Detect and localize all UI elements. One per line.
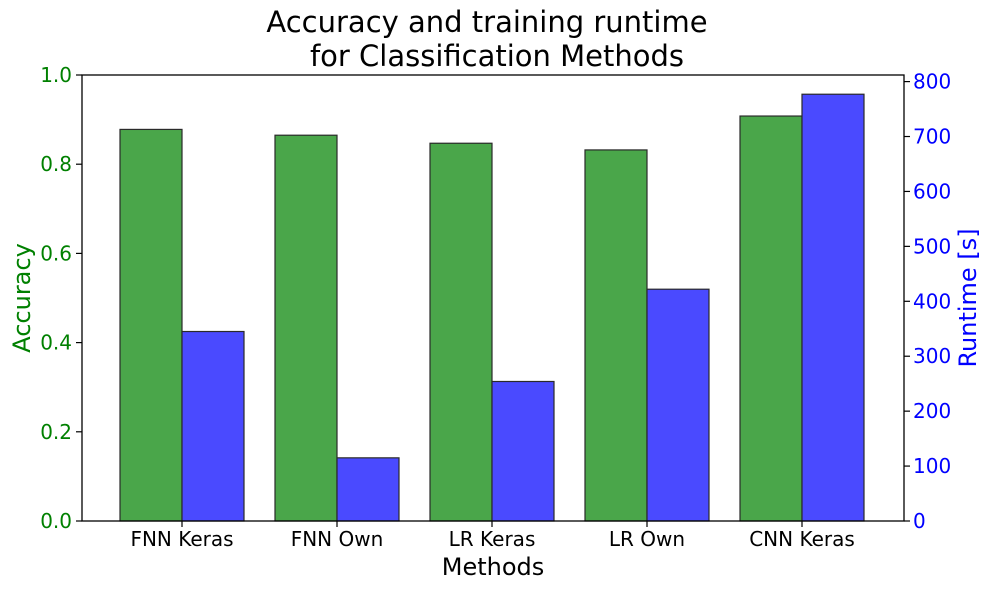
- bar-runtime: [491, 380, 555, 522]
- bar-accuracy: [739, 115, 803, 522]
- bar-runtime: [801, 93, 865, 522]
- right-tick-label: 300: [913, 344, 951, 368]
- x-tick-label: LR Keras: [449, 527, 536, 551]
- chart-title: Accuracy and training runtime for Classi…: [266, 5, 707, 73]
- bar-accuracy: [119, 128, 183, 522]
- right-tick-label: 700: [913, 125, 951, 149]
- left-y-axis: 0.0 0.2 0.4 0.6 0.8 1.0: [40, 63, 82, 533]
- right-tick-label: 800: [913, 70, 951, 94]
- left-tick-label: 0.2: [40, 420, 72, 444]
- right-y-axis-label: Runtime [s]: [954, 228, 982, 367]
- x-tick-label: FNN Own: [291, 527, 384, 551]
- x-axis: FNN Keras FNN Own LR Keras LR Own CNN Keras: [130, 521, 855, 551]
- right-tick-label: 500: [913, 234, 951, 258]
- left-tick-label: 0.6: [40, 241, 72, 265]
- right-tick-label: 200: [913, 399, 951, 423]
- left-tick-label: 0.4: [40, 331, 72, 355]
- left-y-axis-label: Accuracy: [8, 243, 36, 353]
- bar-runtime: [336, 457, 400, 522]
- x-tick-label: LR Own: [609, 527, 685, 551]
- bar-accuracy: [429, 142, 493, 522]
- bar-accuracy: [584, 149, 648, 522]
- right-y-axis: 0 100 200 300 400 500 600 700 800: [904, 70, 951, 533]
- left-tick-label: 1.0: [40, 63, 72, 87]
- chart-title-line-1: Accuracy and training runtime: [266, 5, 707, 39]
- right-tick-label: 400: [913, 289, 951, 313]
- bar-accuracy: [274, 134, 338, 522]
- left-tick-label: 0.8: [40, 152, 72, 176]
- x-axis-label: Methods: [442, 553, 545, 581]
- x-tick-label: FNN Keras: [130, 527, 233, 551]
- bars-group: [119, 93, 865, 522]
- bar-runtime: [181, 330, 245, 522]
- left-tick-label: 0.0: [40, 509, 72, 533]
- right-tick-label: 100: [913, 454, 951, 478]
- x-tick-label: CNN Keras: [749, 527, 855, 551]
- chart-title-line-2: for Classification Methods: [310, 39, 684, 73]
- right-tick-label: 600: [913, 179, 951, 203]
- bar-runtime: [646, 288, 710, 522]
- plot-frame: [81, 74, 905, 522]
- right-tick-label: 0: [913, 509, 926, 533]
